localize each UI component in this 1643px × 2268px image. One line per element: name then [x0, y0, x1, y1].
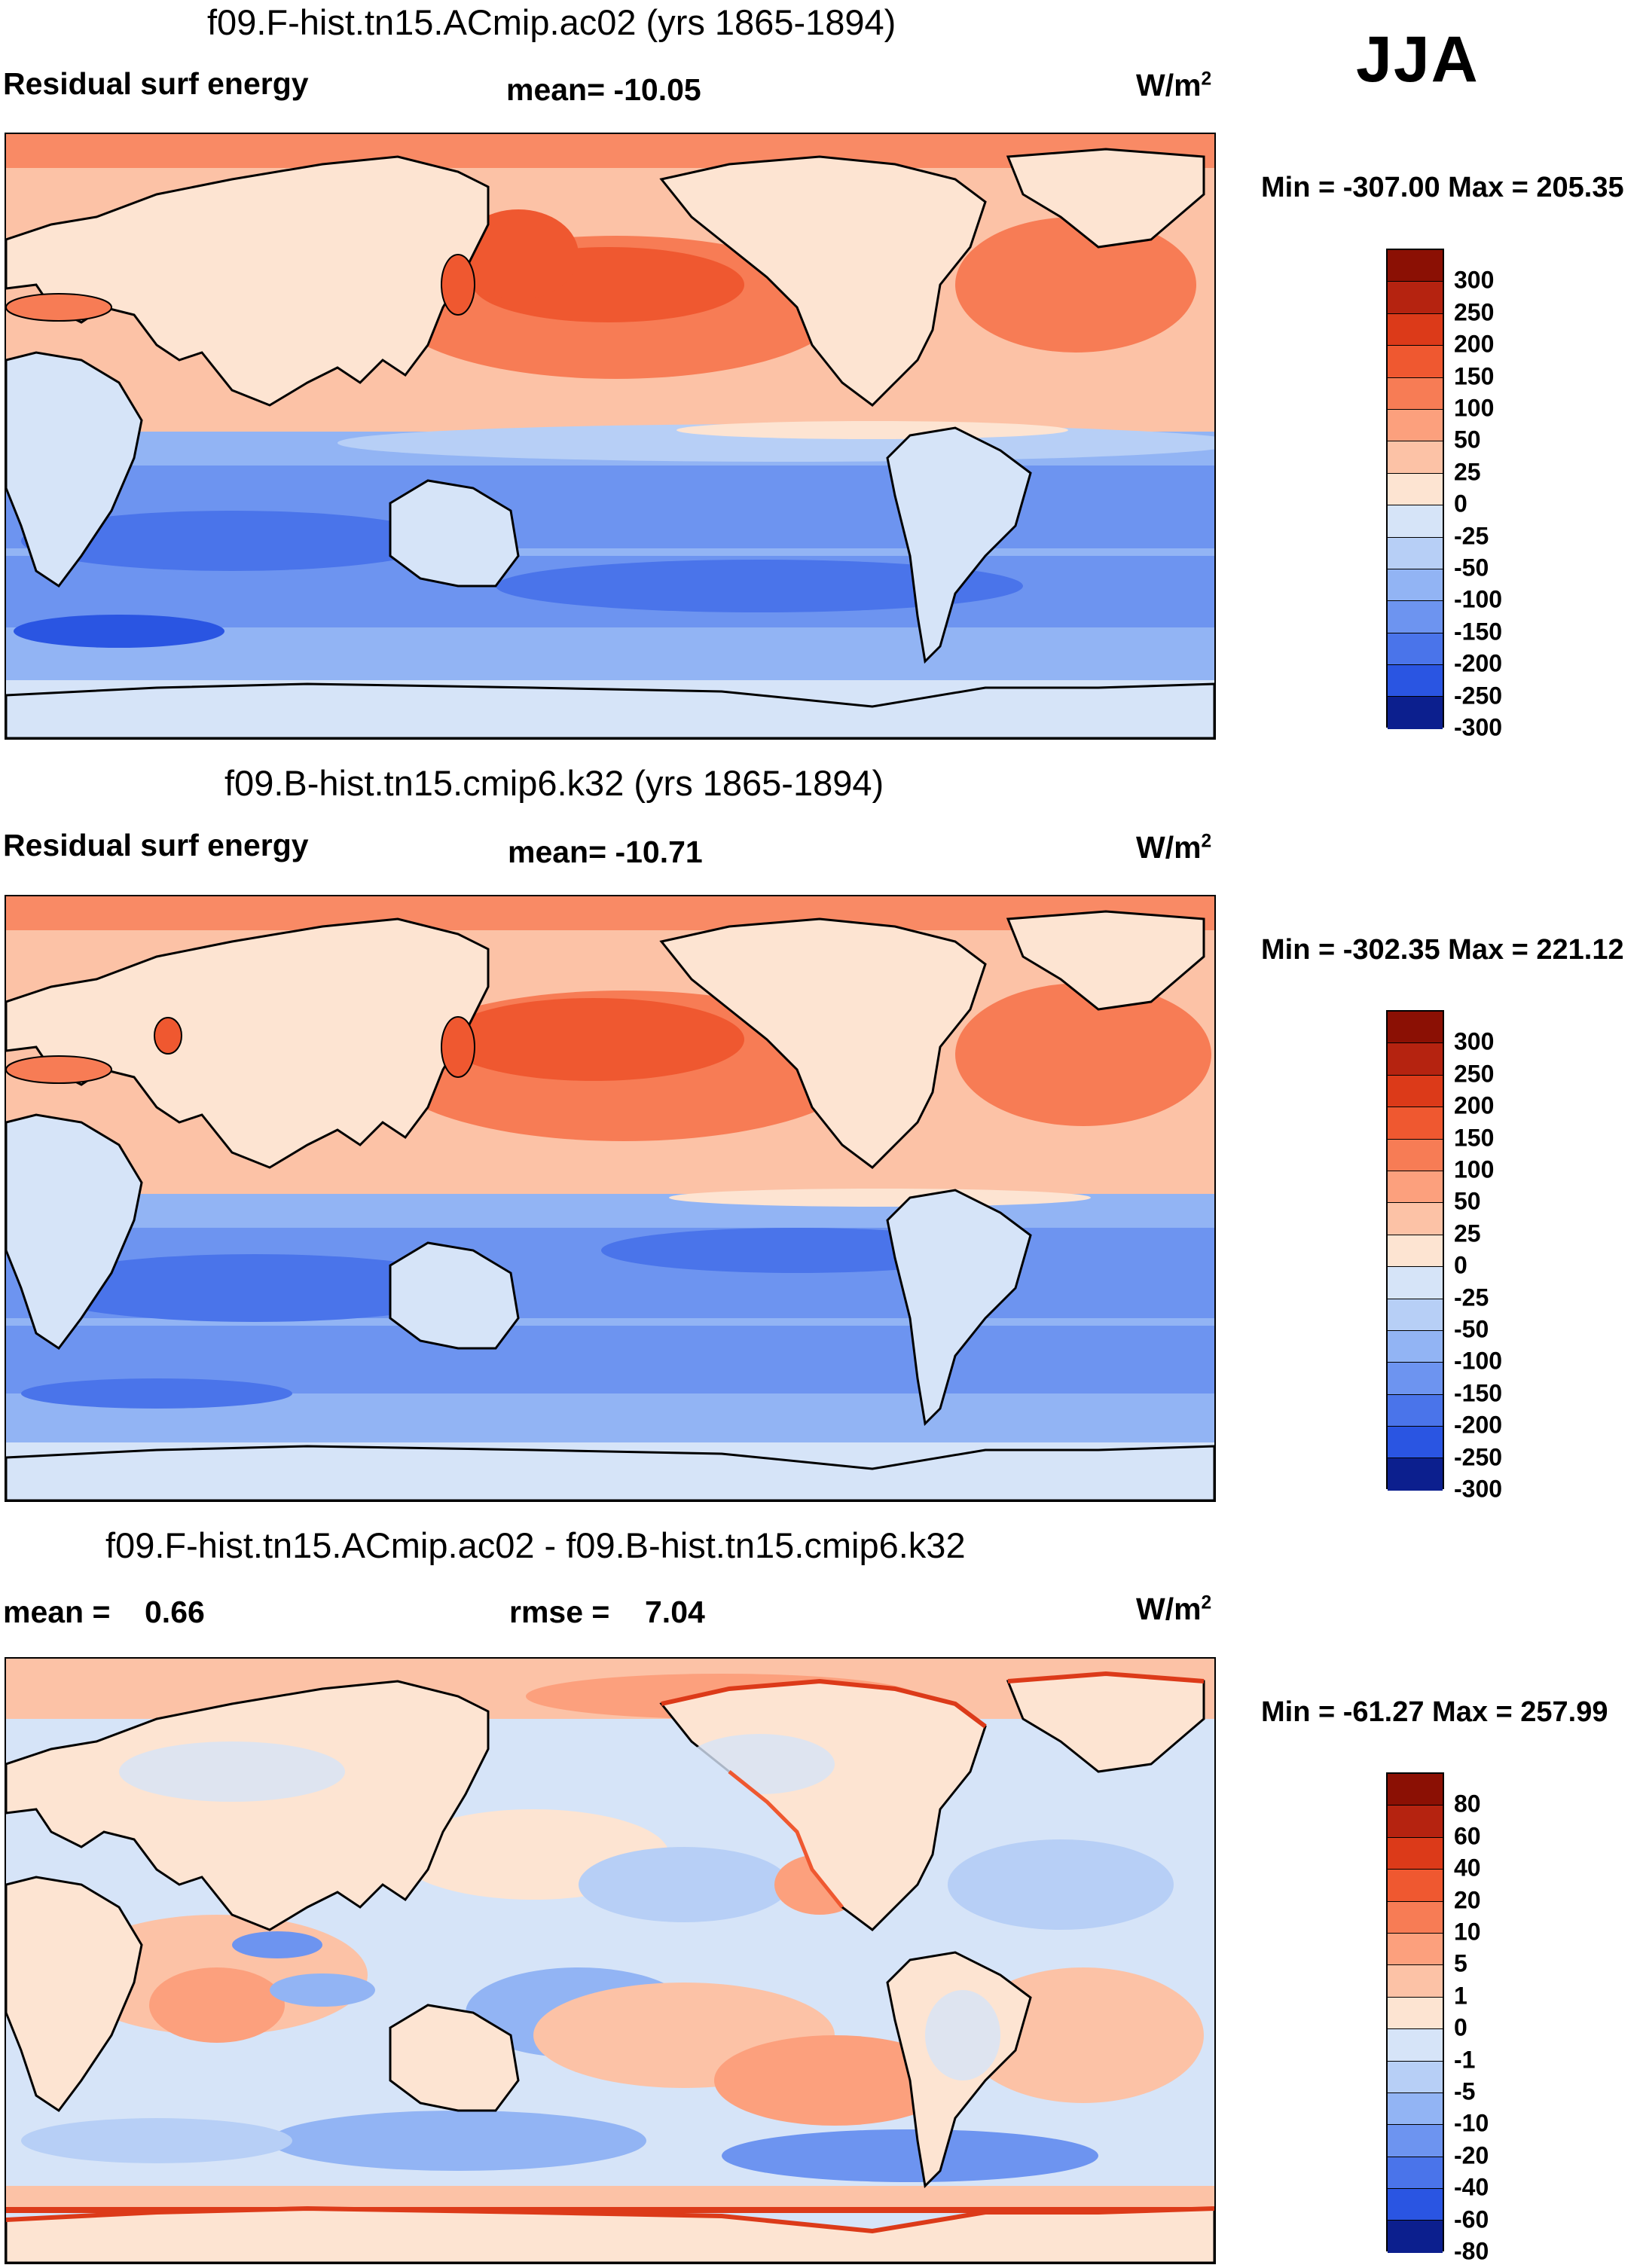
colorbar-label: 150: [1454, 1124, 1495, 1152]
colorbar-label: -25: [1454, 522, 1489, 550]
colorbar-label: 100: [1454, 394, 1495, 422]
panel-2-units: W/m2: [1136, 830, 1212, 865]
colorbar-label: 200: [1454, 330, 1495, 358]
panel-3-map-svg: [6, 1659, 1214, 2263]
colorbar-label: -50: [1454, 1315, 1489, 1343]
colorbar-label: 0: [1454, 2013, 1467, 2041]
panel-1-mean: mean= -10.05: [506, 72, 701, 107]
colorbar-label: 150: [1454, 362, 1495, 390]
colorbar-label: -200: [1454, 649, 1503, 677]
colorbar-label: 100: [1454, 1155, 1495, 1183]
panel-2-title: f09.B-hist.tn15.cmip6.k32 (yrs 1865-1894…: [224, 763, 884, 803]
panel-3-mean-label: mean =: [3, 1595, 111, 1629]
panel-3-minmax: Min = -61.27 Max = 257.99: [1261, 1696, 1608, 1728]
panel-2-colorbar: [1386, 1010, 1444, 1491]
colorbar-label: -40: [1454, 2173, 1489, 2201]
colorbar-label: 25: [1454, 1219, 1481, 1247]
colorbar-label: -150: [1454, 618, 1503, 646]
panel-3-rmse-label: rmse =: [509, 1595, 610, 1629]
colorbar-label: 1: [1454, 1982, 1467, 2010]
colorbar-label: 50: [1454, 426, 1481, 453]
colorbar-label: 200: [1454, 1091, 1495, 1119]
panel-2-variable: Residual surf energy: [3, 828, 309, 862]
colorbar-label: -100: [1454, 585, 1503, 613]
colorbar-label: 5: [1454, 1949, 1467, 1977]
colorbar-label: 20: [1454, 1886, 1481, 1914]
colorbar-label: 25: [1454, 458, 1481, 486]
colorbar-label: 250: [1454, 298, 1495, 326]
season-label: JJA: [1356, 23, 1480, 96]
panel-1-units: W/m2: [1136, 68, 1212, 102]
panel-3-title: f09.F-hist.tn15.ACmip.ac02 - f09.B-hist.…: [105, 1525, 966, 1565]
panel-3-mean-value: 0.66: [145, 1595, 205, 1629]
colorbar-label: 300: [1454, 1027, 1495, 1055]
colorbar-label: 60: [1454, 1822, 1481, 1850]
colorbar-label: 10: [1454, 1918, 1481, 1946]
panel-2-minmax: Min = -302.35 Max = 221.12: [1261, 934, 1624, 966]
panel-3-units: W/m2: [1136, 1592, 1212, 1626]
colorbar-label: -10: [1454, 2109, 1489, 2137]
colorbar-label: -200: [1454, 1411, 1503, 1439]
colorbar-label: -60: [1454, 2205, 1489, 2233]
panel-2-map-svg: [6, 896, 1214, 1500]
colorbar-label: -1: [1454, 2046, 1476, 2074]
panel-2-map: [5, 895, 1216, 1502]
colorbar-label: -50: [1454, 554, 1489, 581]
colorbar-label: -250: [1454, 1443, 1503, 1471]
colorbar-label: -5: [1454, 2077, 1476, 2105]
panel-2-mean: mean= -10.71: [508, 835, 703, 869]
panel-1-minmax: Min = -307.00 Max = 205.35: [1261, 172, 1624, 203]
colorbar-label: -20: [1454, 2141, 1489, 2169]
panel-1-variable: Residual surf energy: [3, 66, 309, 101]
panel-1-title: f09.F-hist.tn15.ACmip.ac02 (yrs 1865-189…: [207, 2, 896, 42]
panel-3-map: [5, 1657, 1216, 2264]
colorbar-label: 250: [1454, 1060, 1495, 1088]
panel-3-rmse-value: 7.04: [645, 1595, 705, 1629]
panel-1-map-svg: [6, 134, 1214, 738]
colorbar-label: 50: [1454, 1187, 1481, 1215]
colorbar-label: -25: [1454, 1284, 1489, 1311]
colorbar-label: -150: [1454, 1379, 1503, 1407]
colorbar-label: -300: [1454, 713, 1503, 741]
colorbar-label: 0: [1454, 1251, 1467, 1279]
colorbar-label: 0: [1454, 490, 1467, 517]
colorbar-label: 300: [1454, 266, 1495, 294]
colorbar-label: 40: [1454, 1854, 1481, 1882]
panel-1-colorbar: [1386, 249, 1444, 729]
colorbar-label: -80: [1454, 2237, 1489, 2265]
colorbar-label: -300: [1454, 1475, 1503, 1503]
panel-1-map: [5, 133, 1216, 740]
panel-3-colorbar: [1386, 1772, 1444, 2253]
colorbar-label: -100: [1454, 1347, 1503, 1375]
colorbar-label: 80: [1454, 1790, 1481, 1818]
colorbar-label: -250: [1454, 682, 1503, 710]
